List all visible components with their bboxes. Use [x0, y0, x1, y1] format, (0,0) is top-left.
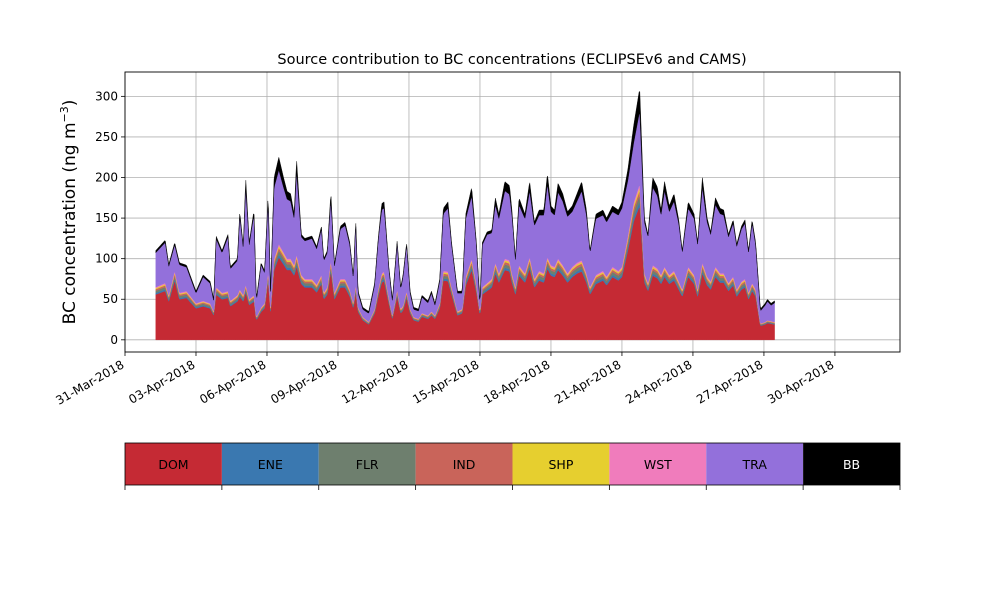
x-tick-label: 09-Apr-2018	[268, 357, 339, 406]
y-tick-label: 0	[110, 333, 118, 347]
legend-swatch-tra	[706, 443, 804, 485]
x-tick-label: 27-Apr-2018	[694, 357, 765, 406]
x-tick-label: 30-Apr-2018	[765, 357, 836, 406]
x-tick-label: 21-Apr-2018	[552, 357, 623, 406]
y-tick-label: 100	[95, 252, 118, 266]
y-axis-label: BC concentration (ng m−3)	[58, 100, 80, 325]
x-tick-label: 24-Apr-2018	[623, 357, 694, 406]
legend-label-flr: FLR	[356, 457, 379, 472]
chart-title: Source contribution to BC concentrations…	[277, 52, 746, 68]
legend-label-wst: WST	[644, 457, 672, 472]
legend-swatch-ene	[221, 443, 319, 485]
legend-label-bb: BB	[843, 457, 860, 472]
x-tick-label: 12-Apr-2018	[339, 357, 410, 406]
legend-colorbar: DOM ENE FLR IND SHP WST TRA BB	[124, 442, 901, 490]
x-tick-label: 31-Mar-2018	[53, 357, 126, 407]
x-tick-label: 06-Apr-2018	[197, 357, 268, 406]
x-tick-label: 18-Apr-2018	[481, 357, 552, 406]
legend-swatch-flr	[318, 443, 416, 485]
y-tick-label: 250	[95, 130, 118, 144]
legend-swatch-dom	[125, 443, 222, 485]
y-axis-label-close: )	[60, 100, 80, 107]
legend-label-dom: DOM	[158, 457, 188, 472]
legend-swatch-ind	[415, 443, 513, 485]
x-tick-label: 03-Apr-2018	[126, 357, 197, 406]
legend-label-ind: IND	[453, 457, 476, 472]
axes-frame	[124, 71, 901, 353]
y-tick-label: 200	[95, 171, 118, 185]
legend-swatch-wst	[609, 443, 707, 485]
y-tick-label: 50	[103, 292, 118, 306]
y-tick-label: 150	[95, 211, 118, 225]
legend-label-shp: SHP	[549, 457, 574, 472]
y-axis-label-sup: −3	[58, 106, 71, 122]
legend-label-ene: ENE	[258, 457, 283, 472]
area-bb	[155, 91, 775, 314]
stacked-areas	[155, 91, 775, 341]
legend-swatch-shp	[512, 443, 610, 485]
y-axis-label-main: BC concentration (ng m	[60, 122, 80, 324]
axes: 0 50 100 150 200 250 300 31-Mar-2018 03-Apr-2018…	[53, 71, 901, 408]
x-tick-label: 15-Apr-2018	[410, 357, 481, 406]
y-tick-label: 300	[95, 89, 118, 103]
legend-label-tra: TRA	[742, 457, 768, 472]
legend-swatch-bb	[803, 443, 900, 485]
